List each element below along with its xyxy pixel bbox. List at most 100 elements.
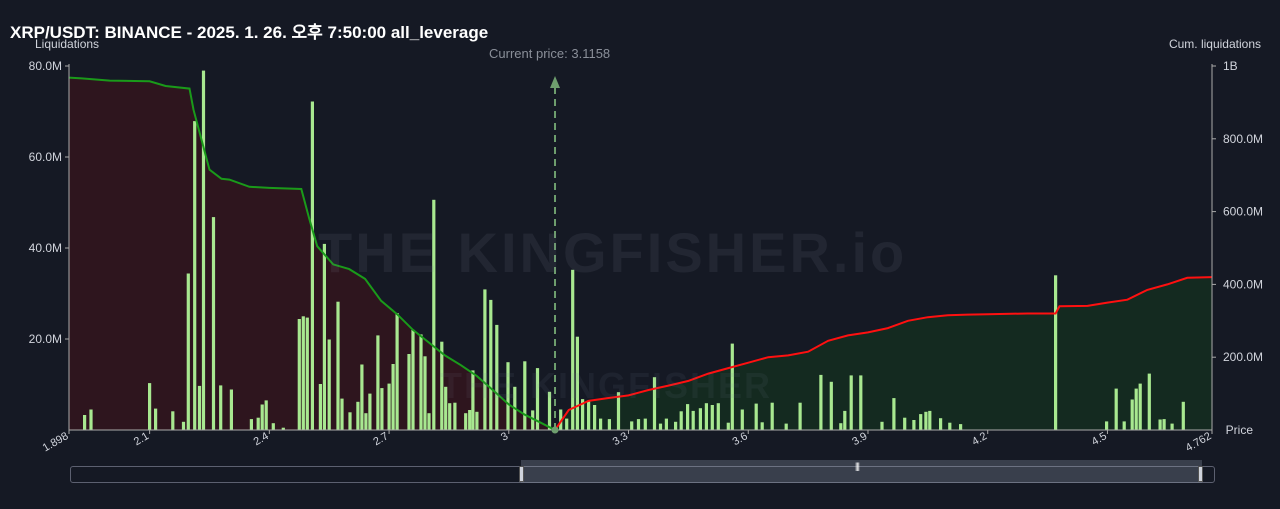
liquidation-bar bbox=[89, 409, 93, 430]
liquidation-bar bbox=[387, 383, 391, 430]
liquidation-bar bbox=[356, 401, 360, 430]
liquidation-bar bbox=[593, 405, 597, 430]
y-tick-label: 20.0M bbox=[29, 332, 62, 346]
x-tick-label: 3 bbox=[499, 430, 510, 443]
liquidation-bar bbox=[698, 408, 702, 430]
liquidation-bar bbox=[264, 400, 268, 430]
liquidation-bar bbox=[211, 217, 216, 430]
liquidation-bar bbox=[318, 384, 322, 430]
liquidation-bar bbox=[924, 411, 928, 430]
y2-tick-label: 400.0M bbox=[1223, 277, 1263, 291]
liquidation-bar bbox=[376, 335, 380, 430]
y2-tick-label: 800.0M bbox=[1223, 132, 1263, 146]
liquidation-bar bbox=[839, 423, 843, 430]
short-cum-fill bbox=[555, 277, 1212, 430]
y2-tick-label: 600.0M bbox=[1223, 205, 1263, 219]
liquidation-bar bbox=[587, 400, 591, 430]
liquidation-bar bbox=[322, 243, 326, 430]
liquidation-bar bbox=[201, 70, 206, 430]
grip-icon[interactable]: ||| bbox=[855, 461, 860, 471]
liquidation-bar bbox=[444, 386, 448, 430]
liquidation-bar bbox=[652, 377, 657, 430]
x-tick-label: 2.7 bbox=[371, 430, 390, 448]
liquidation-bar bbox=[186, 273, 190, 430]
liquidation-bar bbox=[448, 403, 452, 430]
liquidation-bar bbox=[423, 356, 427, 430]
liquidation-bar bbox=[770, 402, 774, 430]
chart-title: XRP/USDT: BINANCE - 2025. 1. 26. 오후 7:50… bbox=[10, 23, 489, 42]
liquidation-bar bbox=[1105, 421, 1109, 430]
liquidation-bar bbox=[154, 408, 158, 430]
liquidation-bar bbox=[919, 414, 923, 430]
liquidation-bar bbox=[704, 403, 708, 430]
liquidation-bar bbox=[368, 393, 372, 430]
y2-tick-label: 200.0M bbox=[1223, 350, 1263, 364]
y-tick-label: 40.0M bbox=[29, 241, 62, 255]
liquidation-bar bbox=[453, 402, 457, 430]
zoom-scrollbar-track[interactable] bbox=[70, 466, 1215, 483]
liquidation-bar bbox=[859, 375, 863, 430]
current-price-arrow bbox=[550, 76, 561, 88]
liquidation-bar bbox=[360, 364, 364, 430]
current-price-dot bbox=[551, 426, 559, 434]
liquidation-bar bbox=[849, 375, 853, 430]
liquidation-bar bbox=[1134, 388, 1138, 430]
liquidation-bar bbox=[535, 368, 540, 430]
liquidation-bar bbox=[784, 423, 788, 430]
liquidation-bar bbox=[730, 343, 734, 430]
liquidation-bar bbox=[726, 422, 730, 430]
liquidation-bar bbox=[483, 289, 487, 430]
x-axis-title: Price bbox=[1225, 423, 1253, 437]
liquidation-bar bbox=[599, 418, 603, 430]
liquidation-bar bbox=[912, 420, 916, 430]
current-price-marker bbox=[550, 76, 561, 434]
liquidation-bar bbox=[928, 410, 932, 430]
liquidation-bar bbox=[495, 324, 499, 430]
liquidation-bar bbox=[310, 101, 314, 430]
y-axis-right-title: Cum. liquidations bbox=[1168, 37, 1261, 51]
liquidation-bar bbox=[83, 415, 87, 430]
liquidation-bar bbox=[710, 405, 714, 430]
liquidation-bar bbox=[1114, 388, 1118, 430]
liquidation-bar bbox=[686, 404, 690, 430]
watermark-small: THE KINGFISHER bbox=[440, 365, 773, 406]
liquidation-bar bbox=[249, 419, 253, 430]
liquidation-bar bbox=[380, 388, 384, 430]
zoom-handle-left[interactable] bbox=[519, 466, 524, 482]
zoom-handle-right[interactable] bbox=[1198, 466, 1203, 482]
y-tick-label: 80.0M bbox=[29, 59, 62, 73]
liquidation-bar bbox=[1138, 383, 1142, 430]
y-axis-left-title: Liquidations bbox=[35, 37, 100, 51]
liquidation-bar bbox=[464, 413, 468, 430]
liquidation-bar bbox=[260, 404, 264, 430]
liquidation-bar bbox=[819, 374, 823, 430]
liquidation-bar bbox=[959, 424, 963, 430]
liquidation-bar bbox=[575, 336, 579, 430]
x-tick-label: 2.4 bbox=[252, 430, 271, 448]
zoom-scrollbar-window[interactable] bbox=[521, 460, 1202, 483]
liquidation-bar bbox=[1170, 423, 1174, 430]
x-tick-label: 3.3 bbox=[611, 430, 630, 448]
liquidation-bar bbox=[616, 392, 621, 430]
liquidation-bar bbox=[716, 403, 720, 430]
liquidation-bars bbox=[83, 70, 1185, 431]
liquidation-bar bbox=[903, 417, 907, 430]
liquidation-bar bbox=[1162, 419, 1166, 430]
liquidation-bar bbox=[395, 313, 399, 430]
x-tick-label: 3.9 bbox=[850, 430, 869, 448]
liquidation-bar bbox=[1054, 275, 1058, 430]
liquidation-bar bbox=[636, 419, 641, 430]
liquidation-bar bbox=[674, 421, 678, 430]
x-tick-label: 3.6 bbox=[731, 430, 750, 448]
liquidation-bar bbox=[181, 421, 186, 430]
liquidation-bar bbox=[1158, 419, 1162, 430]
liquidation-bar bbox=[229, 389, 233, 430]
liquidation-bar bbox=[740, 409, 744, 430]
liquidation-bar bbox=[691, 410, 695, 430]
short-cum-line bbox=[554, 276, 1213, 431]
liquidation-bar bbox=[340, 398, 344, 430]
liquidation-bar bbox=[475, 411, 479, 430]
liquidation-bar bbox=[843, 410, 847, 430]
x-tick-label: 4.2 bbox=[970, 430, 989, 448]
liquidation-bar bbox=[281, 427, 285, 430]
